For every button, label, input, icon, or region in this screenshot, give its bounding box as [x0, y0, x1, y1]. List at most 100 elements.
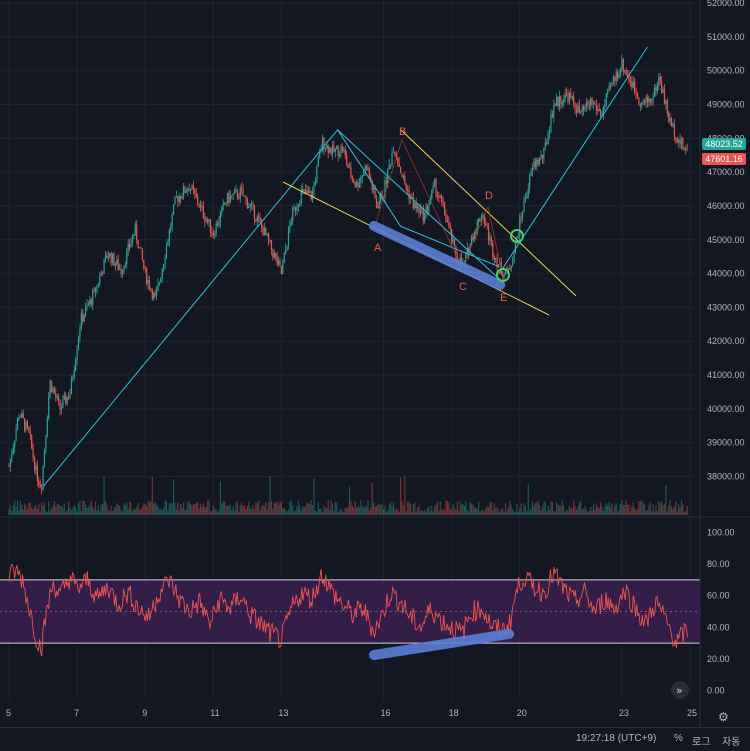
- trendline-diagonal[interactable]: [337, 129, 505, 285]
- candle-body: [521, 211, 524, 219]
- bottom-circle[interactable]: [496, 268, 510, 282]
- volume-bar: [279, 501, 281, 515]
- volume-bar: [414, 502, 416, 515]
- volume-bar: [222, 501, 224, 515]
- volume-bar: [93, 509, 95, 515]
- volume-bar: [497, 509, 500, 515]
- time-tick-label: 25: [687, 708, 697, 718]
- candle-body: [204, 217, 206, 222]
- candle-body: [119, 268, 121, 270]
- candle-body: [358, 182, 361, 188]
- candle-body: [336, 146, 338, 149]
- candle-body: [77, 337, 80, 350]
- candle-body: [473, 232, 475, 241]
- volume-bar: [365, 506, 368, 515]
- candle-body: [635, 92, 637, 94]
- volume-bar: [209, 511, 212, 515]
- candle-body: [578, 105, 580, 112]
- volume-bar: [319, 508, 321, 515]
- rsi-line[interactable]: [8, 564, 689, 657]
- abcde-zigzag[interactable]: [375, 138, 506, 288]
- candle-body: [60, 407, 63, 410]
- candle-body: [414, 202, 416, 209]
- volume-bar: [119, 506, 121, 515]
- volume-bar: [344, 507, 346, 515]
- rsi-divergence-highlight[interactable]: [369, 629, 514, 660]
- candle-body: [577, 105, 579, 113]
- candle-body: [513, 253, 515, 263]
- candle-body: [381, 193, 383, 200]
- volume-bar: [60, 505, 63, 515]
- candle-body: [441, 196, 443, 202]
- candle-body: [475, 232, 477, 234]
- trendline-left[interactable]: [42, 129, 500, 487]
- volume-bar: [19, 500, 21, 515]
- drawing-layer[interactable]: [42, 46, 648, 487]
- clock-readout[interactable]: 19:27:18 (UTC+9): [576, 733, 657, 744]
- volume-bar: [354, 501, 356, 515]
- candle-body: [424, 213, 426, 221]
- settings-gear-icon[interactable]: ⚙: [718, 710, 729, 724]
- volume-bar: [679, 507, 681, 515]
- candle-body: [560, 96, 562, 105]
- candle-body: [388, 164, 390, 169]
- volume-bar: [513, 511, 515, 515]
- volume-bar: [642, 502, 644, 515]
- channel-upper-line[interactable]: [400, 129, 577, 297]
- candle-body: [36, 465, 38, 481]
- volume-bar: [293, 511, 295, 515]
- volume-bar: [242, 506, 244, 515]
- volume-bar: [459, 501, 461, 515]
- volume-bar: [39, 511, 41, 515]
- volume-bar: [468, 511, 470, 515]
- volume-bar: [212, 506, 214, 515]
- volume-bar: [686, 505, 688, 515]
- volume-bar: [238, 511, 240, 515]
- candlesticks[interactable]: [8, 54, 688, 495]
- volume-bar: [150, 500, 152, 515]
- auto-scale-toggle[interactable]: 자동: [722, 737, 741, 748]
- candle-body: [370, 177, 372, 182]
- candle-body: [201, 204, 203, 206]
- time-axis[interactable]: 5 7 9 11 13 16 18 20 23 25: [6, 708, 697, 718]
- candle-body: [602, 107, 605, 116]
- volume-bar: [529, 511, 531, 515]
- log-scale-toggle[interactable]: 로그: [692, 737, 711, 748]
- volume-bar: [50, 508, 53, 515]
- volume-bar: [533, 505, 535, 515]
- price-divergence-highlight[interactable]: [369, 221, 505, 290]
- volume-bar: [607, 505, 609, 515]
- rsi-pane[interactable]: [0, 564, 700, 660]
- volume-bar: [634, 507, 636, 515]
- candle-body: [307, 190, 309, 193]
- time-tick-label: 11: [210, 708, 219, 718]
- volume-bar: [662, 504, 664, 515]
- candle-body: [567, 93, 569, 102]
- price-axis[interactable]: 52000.0051000.0050000.0049000.0048000.00…: [707, 0, 745, 482]
- trendline-right[interactable]: [498, 46, 648, 274]
- candle-body: [123, 265, 125, 272]
- rsi-axis[interactable]: 100.00 80.00 60.00 40.00 20.00 0.00: [707, 528, 735, 696]
- volume-bar: [309, 504, 311, 515]
- candle-body: [453, 239, 456, 247]
- breakout-circle[interactable]: [510, 229, 524, 243]
- volume-bar: [415, 511, 417, 515]
- candle-body: [365, 165, 368, 170]
- time-tick-label: 18: [449, 708, 459, 718]
- percent-scale-toggle[interactable]: %: [674, 733, 683, 744]
- volume-bar: [628, 504, 630, 515]
- volume-bar: [216, 511, 219, 515]
- volume-bar: [514, 511, 517, 515]
- volume-bar: [390, 501, 392, 515]
- scroll-to-latest-button[interactable]: »: [671, 681, 689, 699]
- candle-body: [209, 218, 212, 233]
- candle-body: [392, 152, 395, 154]
- candle-body: [294, 206, 297, 211]
- candle-body: [312, 191, 314, 200]
- volume-bar: [113, 508, 115, 515]
- rsi-tick-label: 60.00: [707, 591, 730, 601]
- candle-body: [625, 70, 627, 75]
- candle-body: [117, 259, 119, 270]
- candle-body: [438, 195, 440, 198]
